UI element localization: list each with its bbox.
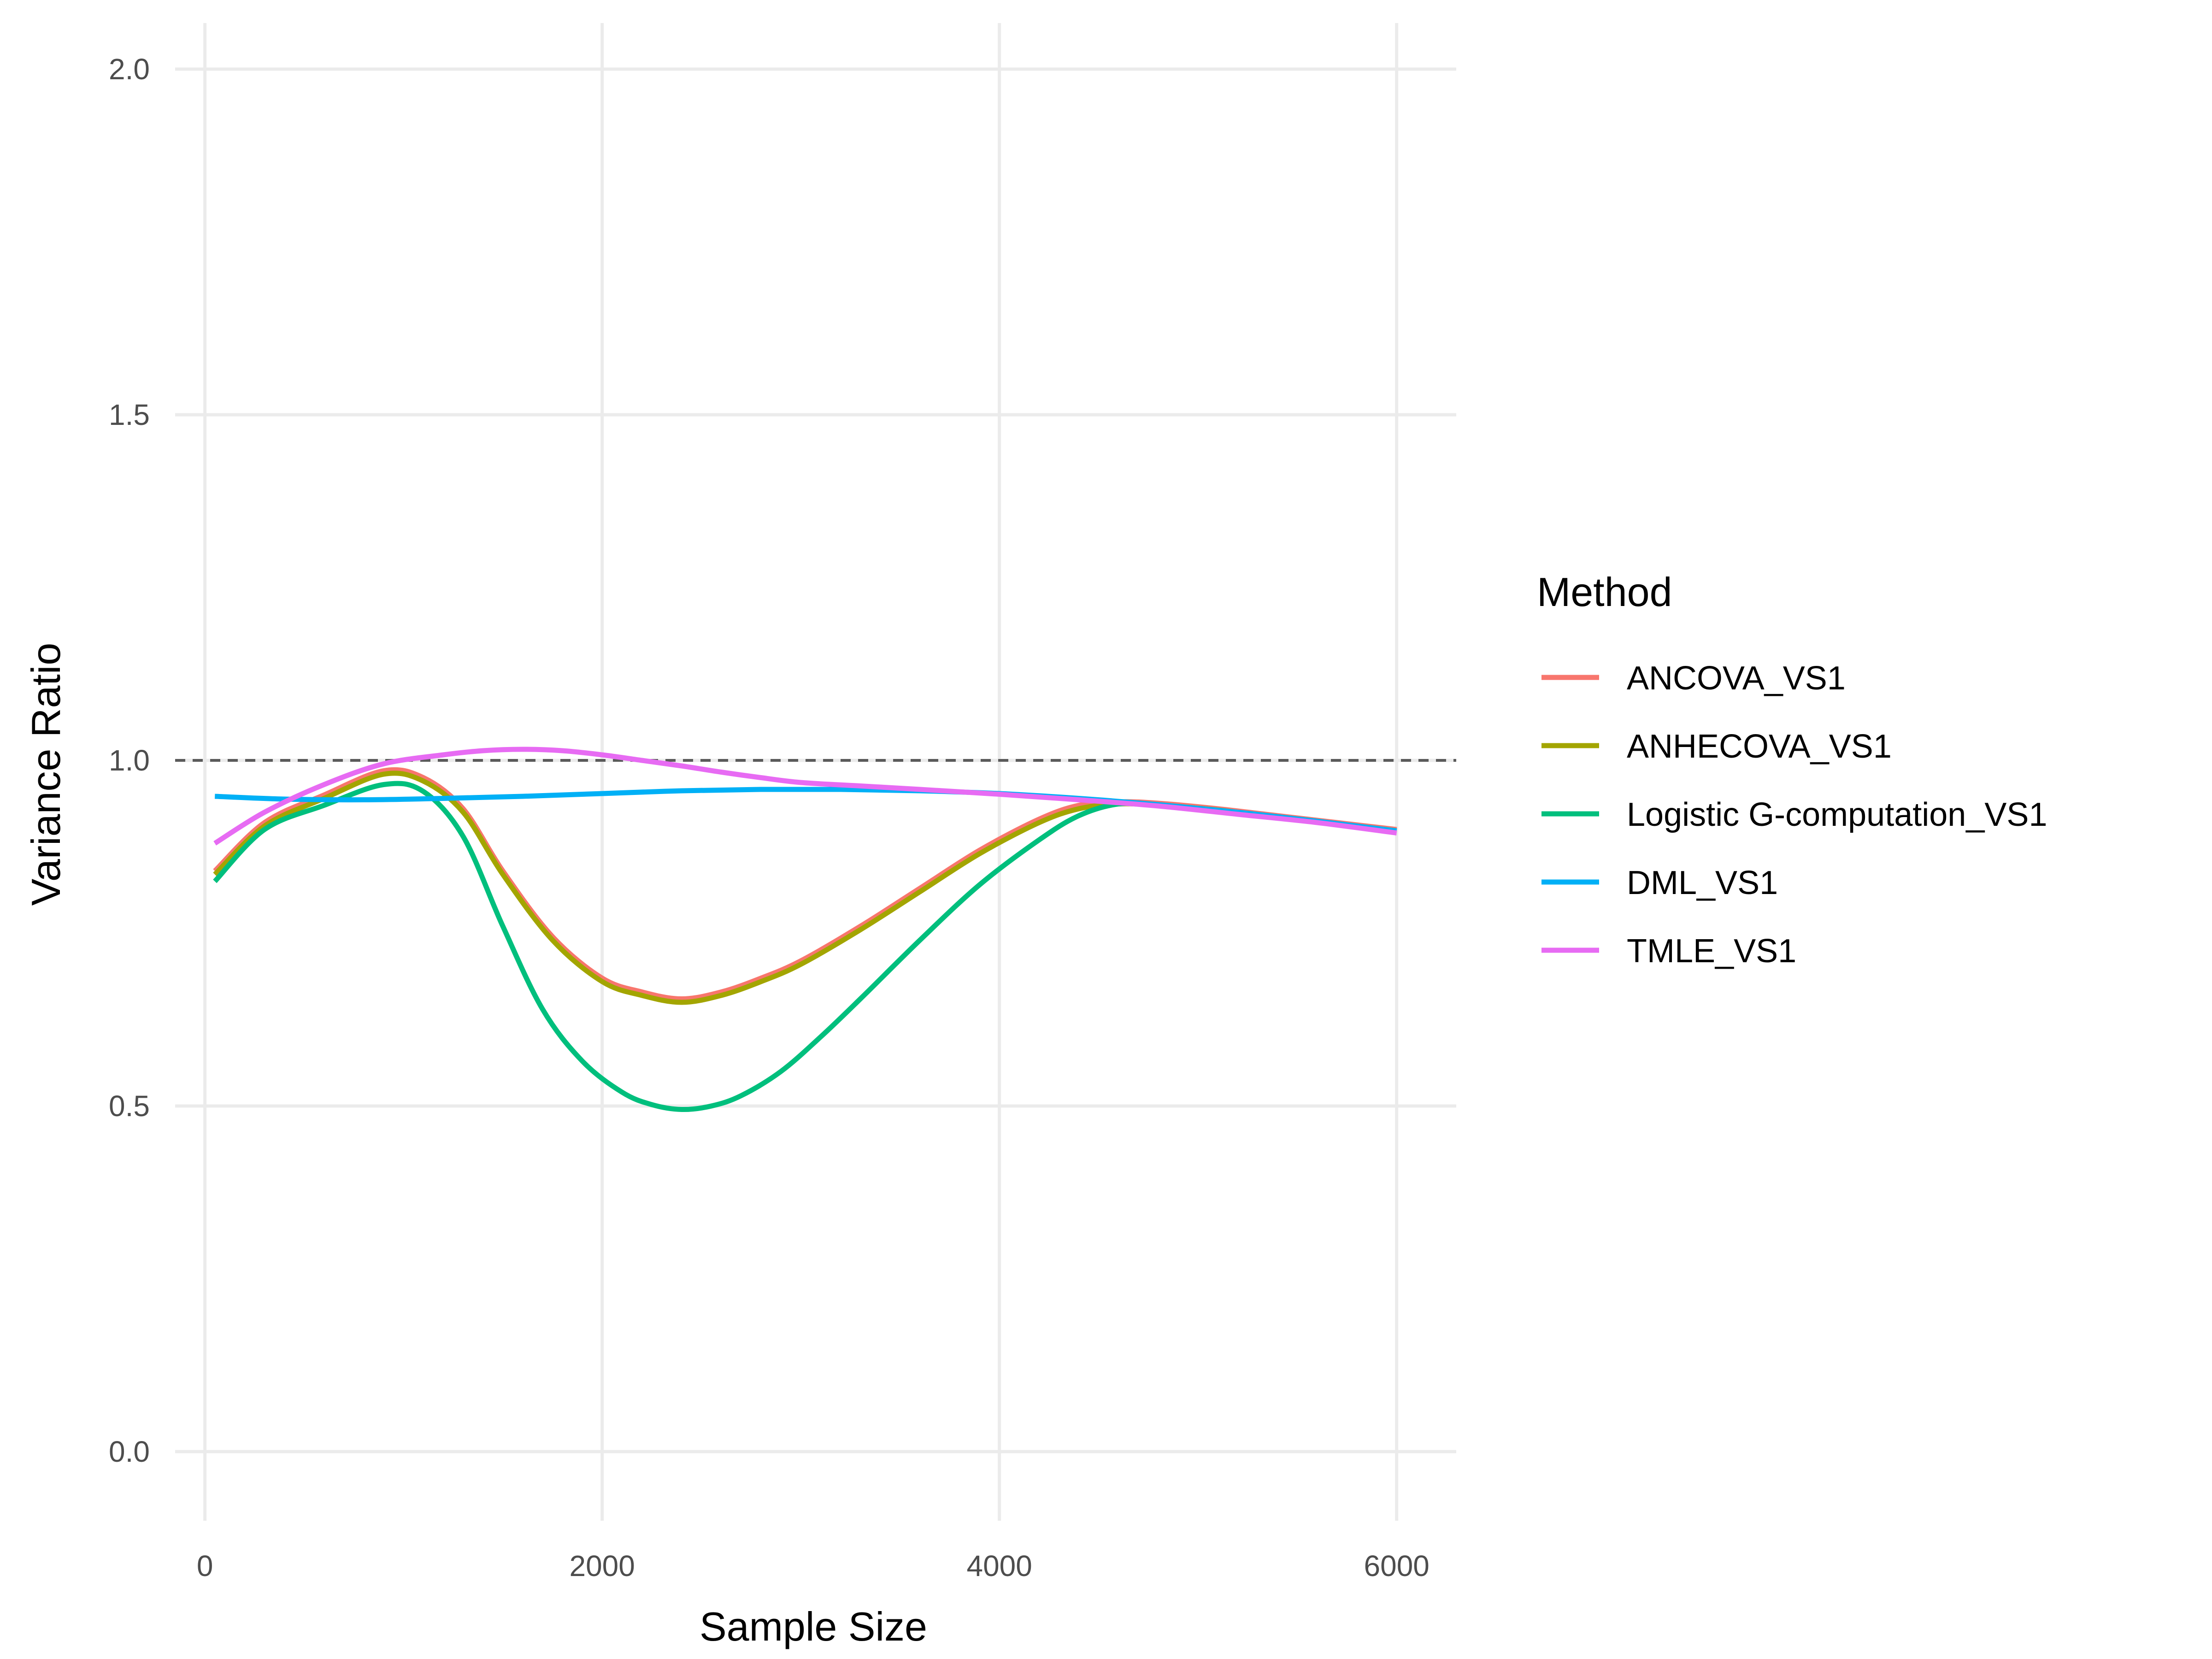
legend-label: ANCOVA_VS1 <box>1627 660 1846 697</box>
series-line-tmle-vs1 <box>213 747 1397 846</box>
x-axis-title: Sample Size <box>700 1604 927 1649</box>
legend-item: TMLE_VS1 <box>1541 933 1796 970</box>
y-tick-label: 2.0 <box>109 53 150 86</box>
x-tick-label: 0 <box>197 1549 213 1583</box>
legend-item: Logistic G-computation_VS1 <box>1541 796 2047 833</box>
y-tick-label: 0.0 <box>109 1435 150 1468</box>
legend-label: ANHECOVA_VS1 <box>1627 728 1892 765</box>
y-tick-label: 1.0 <box>109 744 150 777</box>
y-axis-ticks: 0.0 0.5 1.0 1.5 2.0 <box>109 53 150 1468</box>
legend-item: DML_VS1 <box>1541 865 1778 901</box>
legend-items: ANCOVA_VS1 ANHECOVA_VS1 Logistic G-computa… <box>1541 660 2047 970</box>
legend-label: TMLE_VS1 <box>1627 933 1796 970</box>
legend-label: Logistic G-computation_VS1 <box>1627 796 2047 833</box>
y-tick-label: 0.5 <box>109 1089 150 1123</box>
x-tick-label: 6000 <box>1364 1549 1430 1583</box>
legend: Method ANCOVA_VS1 ANHECOVA_VS1 Logistic G-… <box>1537 569 2047 970</box>
x-axis-ticks: 0 2000 4000 6000 <box>197 1549 1430 1583</box>
y-tick-label: 1.5 <box>109 398 150 431</box>
legend-item: ANCOVA_VS1 <box>1541 660 1846 697</box>
y-axis-title: Variance Ratio <box>23 643 69 906</box>
legend-title: Method <box>1537 569 1672 615</box>
legend-item: ANHECOVA_VS1 <box>1541 728 1892 765</box>
grid <box>175 23 1456 1521</box>
series-line-logistic-g-computation-vs1 <box>213 781 1397 1112</box>
series-lines <box>213 747 1397 1112</box>
x-tick-label: 4000 <box>966 1549 1032 1583</box>
legend-label: DML_VS1 <box>1627 865 1778 901</box>
x-tick-label: 2000 <box>569 1549 635 1583</box>
